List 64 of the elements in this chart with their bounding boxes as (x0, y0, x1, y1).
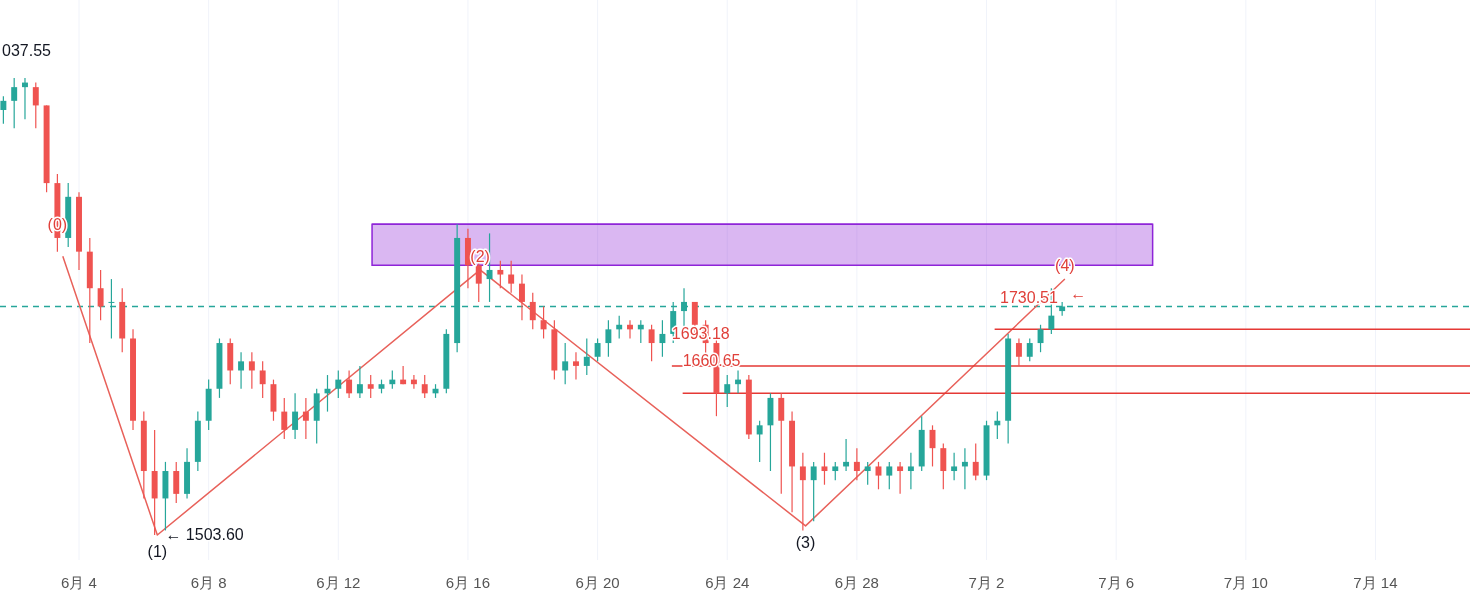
candlestick (756, 420, 763, 463)
candlestick (346, 369, 353, 399)
x-tick-label: 7月 6 (1098, 574, 1135, 591)
x-tick-label: 6月 28 (834, 574, 879, 591)
x-tick-label: 6月 8 (190, 574, 227, 591)
x-tick-label: 6月 20 (575, 574, 620, 591)
candlestick (173, 461, 180, 504)
candlestick (799, 452, 806, 532)
candlestick (356, 365, 363, 399)
candlestick (518, 273, 525, 321)
candlestick (573, 351, 579, 381)
candlestick (897, 461, 904, 495)
x-tick-label: 6月 4 (61, 574, 97, 591)
x-tick-label: 6月 12 (316, 574, 361, 591)
candlestick (540, 305, 547, 340)
candlestick (281, 397, 288, 440)
annotation: (3) (795, 533, 816, 551)
candlestick (248, 351, 255, 390)
candlestick (508, 260, 515, 294)
candlestick (875, 461, 882, 490)
annotation: 037.55 (2, 42, 52, 59)
candlestick (907, 452, 914, 490)
candlestick (605, 319, 612, 358)
candlestick (335, 369, 342, 399)
candlestick (238, 351, 245, 390)
candlestick (367, 374, 374, 399)
annotation: (2) (470, 247, 490, 265)
x-tick-label: 6月 24 (705, 574, 750, 591)
candlestick (659, 319, 666, 358)
candlestick (259, 360, 266, 399)
candlestick (529, 292, 536, 330)
annotation: (1) (147, 543, 168, 560)
candlestick (562, 342, 569, 385)
x-tick-label: 6月 16 (445, 574, 491, 591)
candlestick (940, 443, 947, 490)
candlestick (821, 452, 828, 486)
x-tick-label: 7月 2 (968, 574, 1005, 591)
annotation: ← (1070, 284, 1087, 302)
candlestick (32, 81, 39, 129)
candlestick (810, 461, 817, 522)
candlestick (421, 374, 428, 399)
candlestick (594, 337, 601, 362)
candlestick (864, 461, 871, 486)
candlestick (97, 269, 104, 321)
candlestick (832, 461, 839, 481)
candlestick (0, 95, 7, 125)
candlestick (583, 337, 590, 376)
candlestick (778, 392, 785, 495)
candlestick (1015, 337, 1022, 367)
candlestick (951, 452, 958, 481)
candlestick (292, 392, 299, 440)
candlestick (724, 374, 731, 408)
x-tick-label: 7月 10 (1223, 574, 1268, 591)
x-tick-label: 7月 14 (1353, 574, 1398, 591)
candlestick (1037, 324, 1044, 353)
annotation: ← 1503.60 (165, 526, 244, 543)
candlestick (648, 324, 655, 362)
candlestick (497, 260, 504, 289)
candlestick (972, 443, 979, 481)
candlestick (11, 77, 18, 129)
candlestick (302, 397, 309, 440)
candlestick (853, 447, 860, 481)
candlestick (1026, 337, 1033, 362)
candlestick (886, 461, 893, 490)
